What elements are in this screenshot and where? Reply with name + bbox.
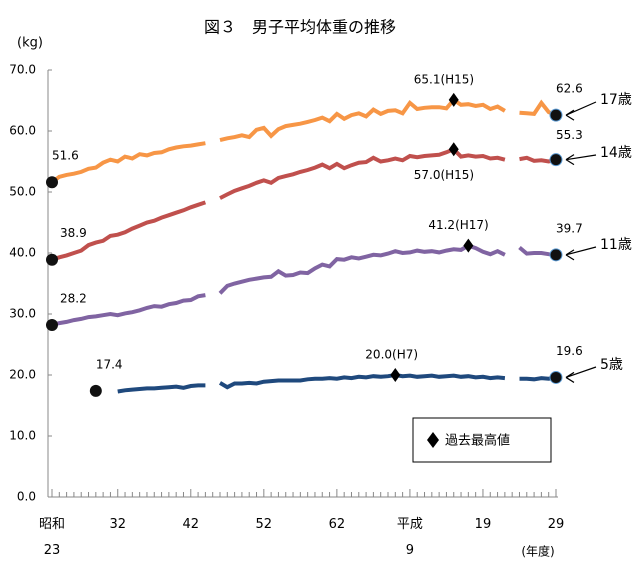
y-tick-label: 10.0 bbox=[9, 429, 36, 443]
x-tick-label: 32 bbox=[109, 517, 126, 532]
x-axis-label: (年度) bbox=[521, 544, 554, 559]
chart-title: 図３ 男子平均体重の推移 bbox=[204, 18, 396, 37]
series-line bbox=[51, 146, 557, 262]
max-diamond bbox=[448, 142, 459, 157]
series-line bbox=[50, 97, 557, 184]
end-point bbox=[549, 153, 563, 167]
x-tick-label: 42 bbox=[182, 517, 200, 532]
series-name: 17歳 bbox=[600, 92, 632, 108]
max-diamond bbox=[463, 238, 474, 253]
y-tick-label: 70.0 bbox=[9, 63, 36, 77]
value-label: 39.7 bbox=[556, 221, 583, 235]
end-point bbox=[549, 108, 563, 122]
value-label: 62.6 bbox=[556, 82, 583, 96]
series-arrow bbox=[565, 366, 597, 383]
y-axis-label: (kg) bbox=[17, 36, 43, 51]
y-tick-label: 30.0 bbox=[9, 307, 36, 321]
value-label: 41.2(H17) bbox=[428, 218, 488, 232]
end-point bbox=[549, 370, 563, 384]
max-diamond bbox=[390, 368, 401, 382]
series-arrow bbox=[565, 246, 597, 261]
legend-diamond bbox=[427, 432, 439, 448]
x-tick-label: 19 bbox=[474, 517, 492, 532]
end-point bbox=[46, 176, 58, 189]
x-tick-label: 平成 9 bbox=[396, 517, 423, 558]
series-line bbox=[117, 372, 557, 394]
y-tick-label: 20.0 bbox=[9, 368, 36, 382]
legend-label: 過去最高値 bbox=[445, 433, 510, 449]
value-label: 38.9 bbox=[60, 226, 87, 240]
series-line bbox=[51, 243, 557, 327]
value-label: 20.0(H7) bbox=[365, 348, 418, 362]
value-label: 51.6 bbox=[52, 149, 79, 163]
y-tick-label: 60.0 bbox=[9, 124, 36, 138]
x-tick-label: 62 bbox=[328, 517, 346, 532]
series-name: 5歳 bbox=[600, 357, 623, 373]
series-name: 11歳 bbox=[600, 237, 632, 253]
value-label: 28.2 bbox=[60, 291, 87, 305]
x-tick-label: 昭和 23 bbox=[38, 517, 65, 558]
end-point bbox=[549, 248, 563, 262]
end-point bbox=[89, 384, 102, 397]
series-arrow bbox=[565, 101, 597, 121]
value-label: 57.0(H15) bbox=[414, 168, 474, 182]
y-tick-label: 50.0 bbox=[9, 185, 36, 199]
value-label: 55.3 bbox=[556, 128, 583, 142]
y-tick-label: 0.0 bbox=[17, 490, 36, 504]
x-tick-label: 52 bbox=[255, 517, 273, 532]
max-diamond bbox=[448, 92, 459, 107]
value-label: 65.1(H15) bbox=[414, 72, 474, 86]
end-point bbox=[46, 253, 58, 266]
value-label: 19.6 bbox=[556, 344, 583, 358]
series-arrow bbox=[565, 154, 597, 166]
series-name: 14歳 bbox=[600, 145, 632, 161]
end-point bbox=[46, 318, 58, 331]
y-tick-label: 40.0 bbox=[9, 246, 36, 260]
value-label: 17.4 bbox=[96, 357, 123, 371]
x-tick-label: 29 bbox=[547, 517, 565, 532]
